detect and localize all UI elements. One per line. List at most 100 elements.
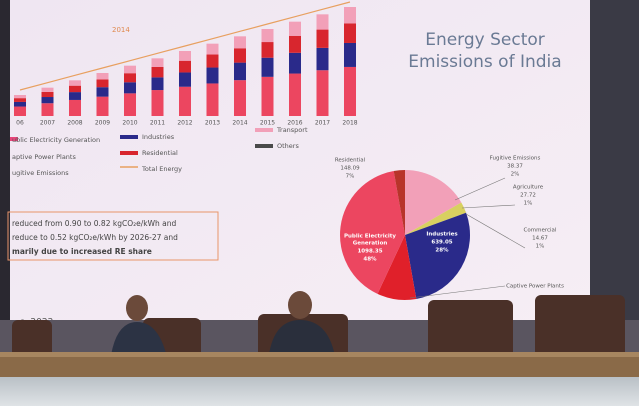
bar-segment (69, 100, 81, 116)
bar-segment (152, 58, 164, 67)
bar-segment (152, 90, 164, 116)
note-line: reduce to 0.52 kgCO₂e/kWh by 2026-27 and (12, 233, 178, 242)
bar-segment (317, 14, 329, 29)
desk-edge (0, 352, 639, 357)
bar-segment (344, 43, 356, 67)
year-label: 2008 (67, 120, 82, 127)
bar-segment (42, 92, 54, 97)
bar-segment (42, 97, 54, 103)
bar-segment (207, 83, 219, 116)
legend-text: ugitive Emissions (12, 169, 69, 177)
bar-segment (42, 103, 54, 116)
pie-label: 27.72 (520, 193, 536, 199)
pie-label: 48% (363, 257, 377, 263)
bar-segment (289, 53, 301, 74)
bar-segment (179, 51, 191, 61)
bar-segment (317, 30, 329, 48)
bar-segment (179, 87, 191, 116)
bar-segment (207, 44, 219, 55)
bar-segment (234, 36, 246, 48)
bar-segment (262, 29, 274, 42)
pie-label: Commercial (524, 228, 557, 234)
bar-segment (234, 63, 246, 81)
bar-segment (262, 58, 274, 77)
bar-segment (14, 98, 26, 102)
year-label: 2014 (232, 120, 247, 127)
slide-title: Emissions of India (408, 52, 561, 72)
desk-front (0, 377, 639, 406)
bar-segment (69, 92, 81, 100)
pie-label: 639.05 (431, 240, 452, 246)
bar-segment (14, 95, 26, 98)
pie-label: 1% (536, 244, 545, 250)
bar-segment (289, 22, 301, 36)
bar-segment (317, 70, 329, 116)
bar-segment (97, 73, 109, 79)
bar-segment (262, 77, 274, 116)
bar-segment (152, 77, 164, 90)
note-line: reduced from 0.90 to 0.82 kgCO₂e/kWh and (12, 219, 176, 228)
bar-segment (179, 61, 191, 73)
wall (590, 0, 639, 335)
bar-segment (234, 80, 246, 116)
legend-text: Industries (142, 133, 175, 141)
legend-swatch (255, 144, 273, 148)
bar-segment (152, 67, 164, 77)
legend-text: Total Energy (141, 165, 182, 173)
bar-segment (262, 42, 274, 58)
pie-label: 7% (346, 174, 355, 180)
year-label: 2018 (342, 120, 357, 127)
year-label: 06 (16, 120, 24, 127)
bar-segment (124, 93, 136, 116)
bar-segment (97, 79, 109, 87)
bar-segment (234, 48, 246, 62)
bar-segment (344, 67, 356, 116)
bar-segment (179, 72, 191, 86)
bar-segment (124, 82, 136, 93)
legend-swatch (120, 151, 138, 155)
pie-label: 1098.35 (357, 249, 382, 255)
bar-segment (344, 7, 356, 23)
pie-label: 2% (511, 172, 520, 178)
pie-label: Public Electricity (344, 234, 396, 240)
year-label: 2013 (205, 120, 220, 127)
pie-label: 14.67 (532, 236, 548, 242)
bar-segment (14, 107, 26, 116)
photo: 2014 06200720082009201020112012201320142… (0, 0, 639, 406)
chair (428, 300, 513, 360)
year-label: 2010 (122, 120, 137, 127)
bar-segment (69, 86, 81, 92)
bar-marker: 2014 (112, 26, 130, 34)
note-line: marily due to increased RE share (12, 247, 152, 256)
year-label: 2011 (150, 120, 165, 127)
pie-label: 148.09 (340, 166, 360, 172)
bar-segment (69, 80, 81, 85)
bar-segment (42, 88, 54, 92)
bar-segment (289, 74, 301, 116)
pie-label: Fugitive Emissions (490, 156, 541, 162)
legend-text: Others (277, 142, 299, 150)
year-label: 2017 (315, 120, 330, 127)
bar-segment (14, 102, 26, 107)
pie-label: Generation (353, 241, 388, 247)
person-head (126, 295, 148, 321)
chair (535, 295, 625, 360)
bar-segment (97, 87, 109, 96)
bar-segment (289, 36, 301, 53)
year-label: 2009 (95, 120, 110, 127)
person-head (288, 291, 312, 319)
bar-segment (207, 55, 219, 68)
legend-text: Residential (142, 149, 178, 157)
year-label: 2007 (40, 120, 55, 127)
bar-segment (124, 73, 136, 82)
bar-segment (317, 48, 329, 70)
bar-segment (344, 23, 356, 43)
legend-swatch (120, 135, 138, 139)
bar-segment (124, 66, 136, 74)
legend-text: ublic Electricity Generation (12, 136, 100, 144)
legend-text: aptive Power Plants (12, 153, 76, 161)
legend-swatch (255, 128, 273, 132)
pie-label: 28% (435, 248, 449, 254)
bar-segment (207, 68, 219, 84)
pie-label: Agriculture (513, 185, 544, 191)
